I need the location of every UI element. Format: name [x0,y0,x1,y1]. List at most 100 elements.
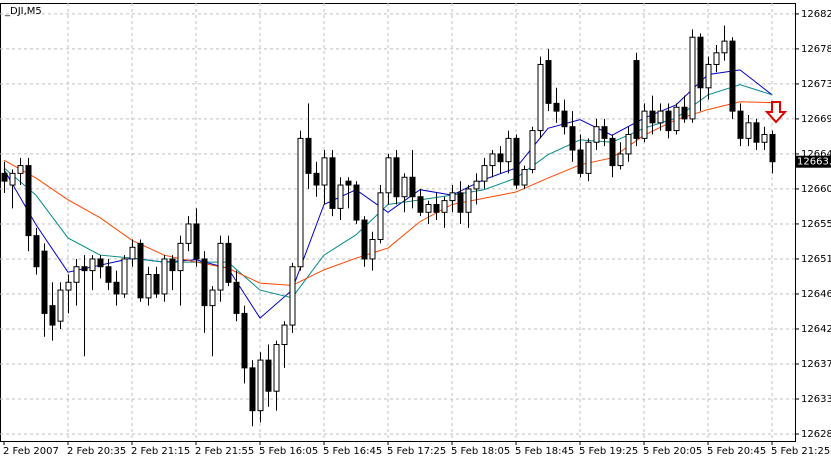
candle-body [217,242,224,291]
x-tick-label: 2 Feb 20:35 [67,446,126,456]
y-tick-label: 12642.0 [801,324,831,335]
candle-body [769,133,776,163]
candle-body [561,110,568,128]
candle-body [417,196,424,213]
candle-body [705,63,712,89]
candle-body [465,188,472,213]
candle-body [1,172,8,182]
candle-body [457,192,464,213]
x-tick-label: 5 Feb 16:45 [323,446,382,456]
y-tick-label: 12651.0 [801,254,831,265]
candle-body [617,153,624,167]
candle-body [361,219,368,260]
candle-body [601,126,608,139]
last-price-label: 12663.5 [797,157,831,168]
candle-body [353,184,360,221]
candle-body [529,130,536,170]
y-tick-label: 12682.5 [801,9,831,20]
y-tick-label: 12669.0 [801,114,831,125]
candle-body [41,250,48,314]
candle-body [193,223,200,260]
y-tick-label: 12673.5 [801,79,831,90]
candle-body [289,266,296,326]
x-tick-label: 5 Feb 19:25 [579,446,638,456]
candle-body [185,223,192,244]
candle-body [609,137,616,167]
candle-body [393,157,400,198]
candle-body [225,242,232,283]
candle-body [657,110,664,124]
candle-body [401,176,408,198]
candle-body [553,102,560,112]
x-tick-label: 2 Feb 2007 [3,446,59,456]
x-tick-label: 5 Feb 17:25 [387,446,446,456]
candle-body [665,110,672,132]
candle-body [489,153,496,167]
candle-body [161,258,168,295]
candle-body [273,344,280,392]
candle-body [385,157,392,194]
candle-body [49,305,56,326]
axis-labels: 12682.5 12678.0 12673.5 12669.0 12664.5 12660… [3,9,831,456]
candle-body [137,242,144,299]
candle-body [97,258,104,268]
candle-body [681,106,688,120]
x-tick-label: 5 Feb 20:45 [707,446,766,456]
y-tick-label: 12655.5 [801,219,831,230]
candle-body [9,172,16,186]
candle-body [513,137,520,186]
candle-body [169,258,176,272]
candle-body [177,242,184,272]
x-tick-label: 5 Feb 16:05 [259,446,318,456]
candle-body [737,110,744,139]
x-tick-label: 5 Feb 18:05 [451,446,510,456]
candle-body [497,153,504,163]
candle-body [65,281,72,291]
y-tick-label: 12660.0 [801,184,831,195]
chart-title: _DJI,M5 [4,6,42,17]
candle-body [633,60,640,139]
candle-body [209,289,216,307]
candle-body [721,40,728,54]
y-tick-label: 12646.5 [801,289,831,300]
candle-body [593,126,600,143]
candle-body [473,180,480,190]
candle-body [17,165,24,174]
candle-body [297,137,304,268]
candle-body [129,246,136,260]
candle-body [281,324,288,346]
price-box [795,155,831,168]
candle-body [57,289,64,322]
candle-body [329,157,336,209]
candle-body [81,266,88,272]
y-tick-label: 12628.5 [801,429,831,440]
candle-body [257,359,264,412]
candle-body [449,192,456,202]
candle-body [697,36,704,89]
candle-body [241,312,248,369]
candle-body [233,281,240,314]
x-tick-label: 5 Feb 18:45 [515,446,574,456]
candle-body [545,60,552,104]
candle-body [761,133,768,143]
candle-body [249,367,256,412]
y-tick-label: 12664.5 [801,149,831,160]
candle-body [345,180,352,186]
candle-body [569,126,576,151]
candle-body [625,133,632,155]
candle-body [441,200,448,213]
plot-frame [0,3,796,442]
candle-body [505,137,512,163]
candle-body [89,258,96,272]
candle-body [745,122,752,139]
candle-body [433,203,440,213]
sell-arrow [764,101,788,124]
candle-body [409,176,416,198]
candle-body [577,149,584,174]
candle-body [521,168,528,186]
candle-body [25,165,32,237]
candle-body [713,52,720,65]
candle-body [641,110,648,139]
candle-body [537,63,544,132]
